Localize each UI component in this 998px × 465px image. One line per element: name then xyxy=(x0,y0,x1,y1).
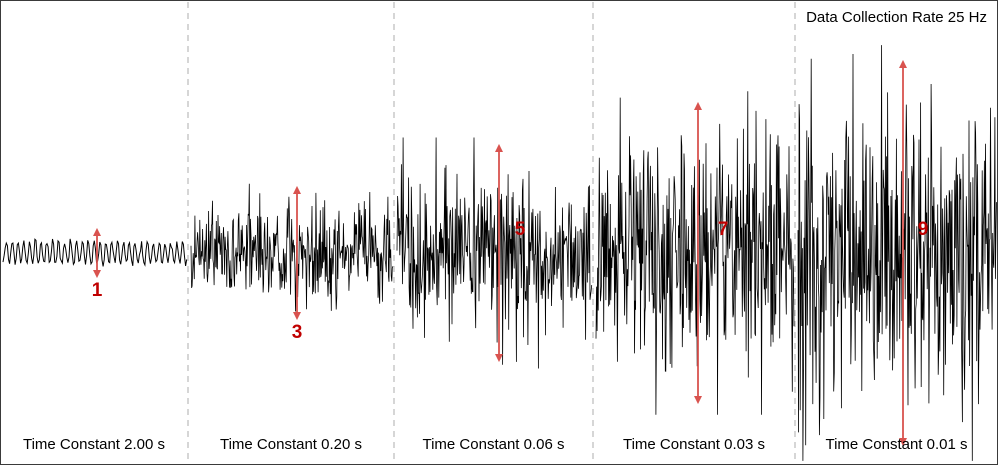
time-constant-label: Time Constant 0.20 s xyxy=(220,436,362,453)
amplitude-label: 7 xyxy=(718,219,729,240)
amplitude-label: 5 xyxy=(515,219,526,240)
time-constant-label: Time Constant 2.00 s xyxy=(23,436,165,453)
time-constant-label: Time Constant 0.03 s xyxy=(623,436,765,453)
signal-segment-2 xyxy=(190,183,394,312)
time-constant-label: Time Constant 0.06 s xyxy=(422,436,564,453)
signal-segment-5 xyxy=(797,45,997,461)
signal-segment-3 xyxy=(396,137,593,369)
data-rate-label: Data Collection Rate 25 Hz xyxy=(806,9,987,26)
time-constant-label: Time Constant 0.01 s xyxy=(825,436,967,453)
amplitude-label: 3 xyxy=(292,322,303,343)
amplitude-label: 9 xyxy=(918,219,929,240)
amplitude-label: 1 xyxy=(92,280,103,301)
signal-segment-4 xyxy=(595,91,795,415)
signal-segment-1 xyxy=(2,238,188,267)
